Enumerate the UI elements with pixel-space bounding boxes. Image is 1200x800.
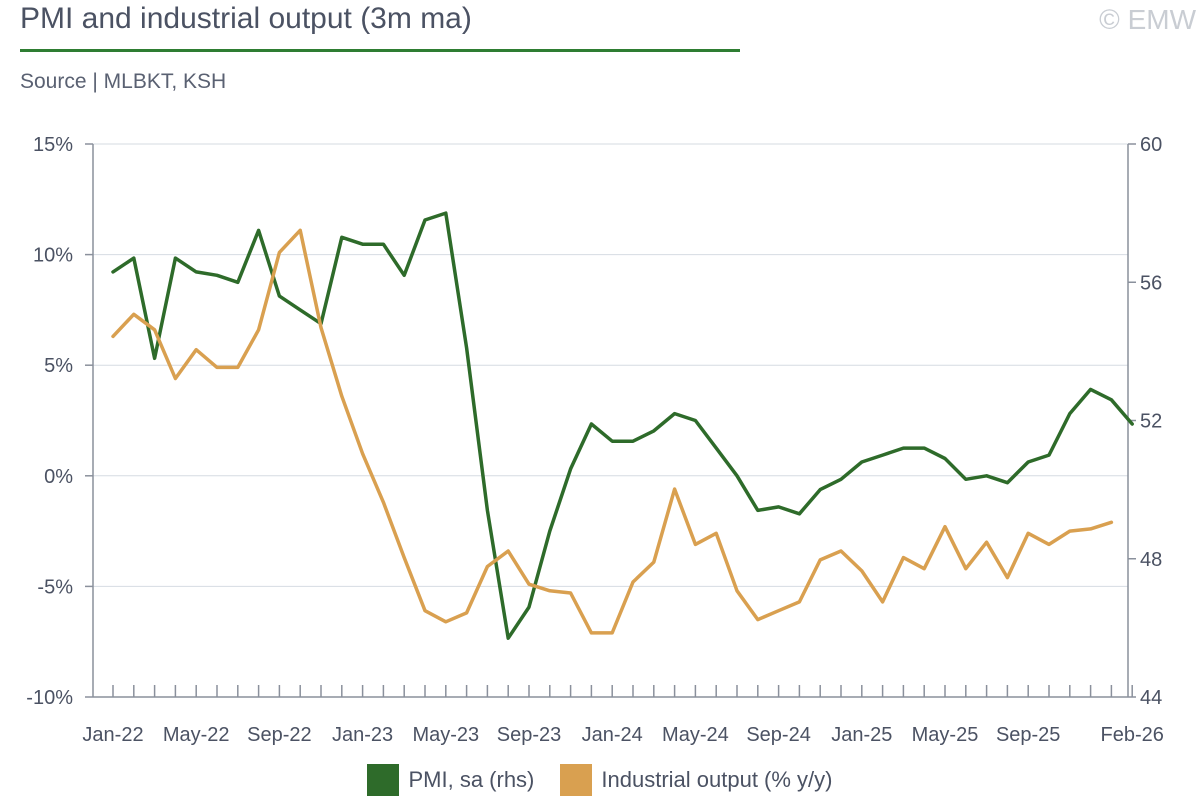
y-left-tick-label: 10% [33,245,73,267]
legend-label-pmi: PMI, sa (rhs) [408,767,535,792]
x-tick-label: Sep-22 [247,724,312,746]
x-tick-label: May-25 [912,724,979,746]
legend-swatch-pmi [367,764,400,796]
y-left-tick-label: 15% [33,134,73,156]
x-tick-label: May-23 [412,724,479,746]
y-left-tick-label: 0% [44,466,73,488]
x-tick-label: Jan-23 [332,724,393,746]
y-left-tick-label: -5% [37,576,73,598]
x-tick-label: Jan-24 [582,724,643,746]
y-left-tick-label: -10% [26,687,73,709]
legend-swatch-industrial-output [560,764,593,796]
series-line-industrial-output [111,228,1114,635]
y-right-tick-label: 56 [1140,272,1162,294]
x-tick-label: Sep-24 [746,724,811,746]
y-left-tick-label: 5% [44,355,73,377]
y-right-tick-label: 48 [1140,549,1162,571]
y-right-tick-label: 44 [1140,687,1162,709]
chart-title: PMI and industrial output (3m ma) [20,2,472,35]
legend-item-pmi: PMI, sa (rhs) [367,764,534,796]
legend-label-industrial-output: Industrial output (% y/y) [601,767,833,792]
copyright-mark: © EMW [1099,4,1196,35]
y-right-tick-label: 52 [1140,411,1162,433]
legend-item-industrial-output: Industrial output (% y/y) [560,764,833,796]
x-tick-label: Sep-25 [996,724,1061,746]
chart-source: Source | MLBKT, KSH [20,70,227,93]
x-tick-label: Jan-25 [831,724,892,746]
chart-legend: PMI, sa (rhs) Industrial output (% y/y) [0,764,1200,796]
x-tick-label: Feb-26 [1101,724,1164,746]
title-underline [20,49,740,52]
series-line-pmi [111,211,1134,640]
x-tick-label: Jan-22 [82,724,143,746]
x-tick-label: Sep-23 [497,724,562,746]
x-tick-label: May-24 [662,724,729,746]
y-right-tick-label: 60 [1140,134,1162,156]
x-tick-label: May-22 [163,724,230,746]
